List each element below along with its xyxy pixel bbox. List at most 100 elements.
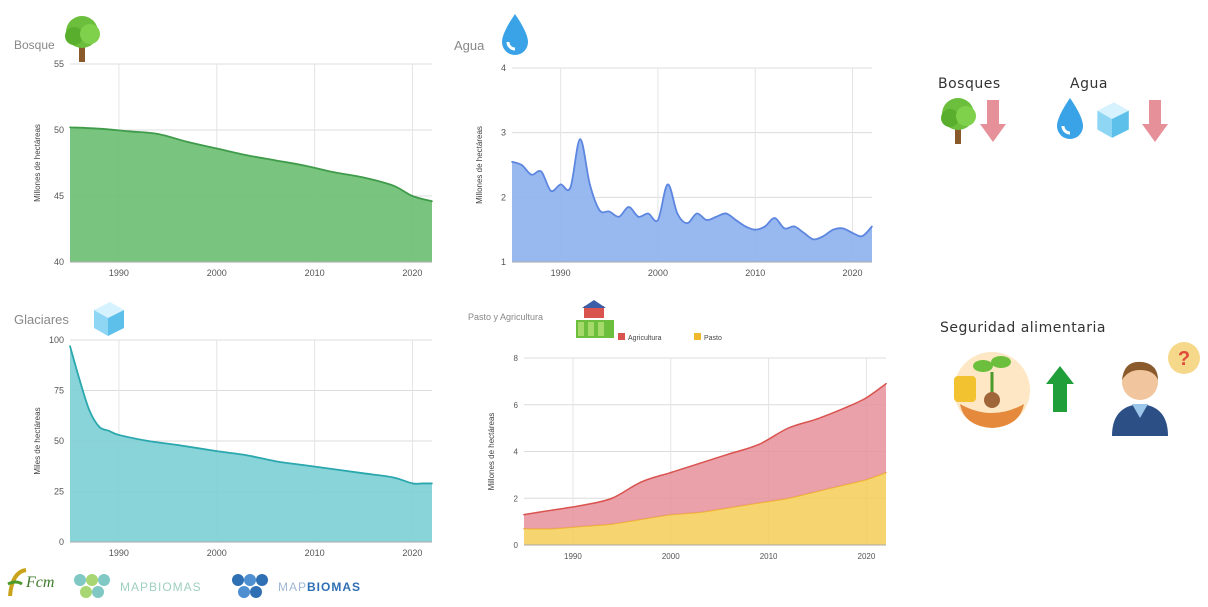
data-point [666,183,669,186]
data-point [569,186,572,189]
y-axis-label: Miles de hectáreas [33,407,42,474]
data-point [699,462,701,464]
x-tick-label: 2010 [305,548,325,558]
data-point [530,173,533,176]
x-tick-label: 2000 [662,552,680,561]
x-tick-label: 2000 [648,268,668,278]
y-tick-label: 75 [54,386,64,396]
y-tick-label: 2 [501,192,506,202]
data-point [431,482,433,485]
data-point [608,210,611,213]
data-point [822,235,825,237]
area-line [69,126,433,203]
data-point [754,228,757,231]
x-tick-label: 2010 [760,552,778,561]
data-point [304,464,306,467]
ice-cube-icon [88,298,128,343]
data-point [559,183,562,186]
panel-pasto-agricultura: Pasto y Agricultura 0 2 4 6 8 1990 2000 2010 202… [450,290,900,570]
data-point [846,406,848,408]
y-tick-label: 50 [54,436,64,446]
data-point [333,171,335,174]
area-series-pasto [524,472,886,545]
data-point [215,147,218,150]
fcm-logo-text: Fcm [26,574,55,591]
y-axis-label: Millones de hectáreas [487,413,496,491]
chart-bosque: 40 45 50 55 1990 2000 2010 2020 Millones de hect… [33,59,433,278]
data-point [245,454,247,456]
data-point [511,160,513,163]
data-point [832,228,834,231]
data-point [78,379,81,382]
data-point [816,417,819,420]
data-point [783,227,786,230]
legend-swatch [618,333,625,340]
chart-title-pasto-agricultura: Pasto y Agricultura [468,312,544,322]
mapbiomas-suffix: BIOMAS [307,580,362,594]
mapbiomas-logo-text: MAPBIOMAS [120,580,202,594]
y-tick-label: 45 [54,191,64,201]
tree-icon [62,12,102,69]
y-tick-label: 40 [54,257,64,267]
data-point [803,232,805,234]
arrow-down-icon [978,98,1008,151]
data-point [696,212,698,215]
mapbiomas-logo-text-2: MAPBIOMAS [278,580,361,594]
chart-pasto-agricultura: 0 2 4 6 8 1990 2000 2010 2020 Millones de hectáre… [487,333,887,561]
data-point [127,130,130,133]
data-point [274,159,277,162]
tree-icon [938,94,978,151]
chart-title-agua: Agua [454,38,485,53]
data-point [734,219,737,221]
x-tick-label: 2020 [843,268,863,278]
area-series-agricultura [524,383,886,529]
panel-bosque: Bosque 40 45 50 55 1990 2000 2010 2020 Millones … [0,0,440,290]
y-tick-label: 2 [514,494,519,503]
ice-cube-icon [1090,98,1134,145]
data-point [69,345,71,347]
data-point [773,217,776,219]
data-point [611,497,613,500]
data-point [885,382,887,385]
data-point [411,195,414,197]
data-point [274,460,277,462]
data-point [304,164,306,167]
data-point [215,450,218,452]
data-point [812,238,815,241]
x-tick-label: 2020 [402,268,422,278]
x-tick-label: 2000 [207,268,227,278]
x-tick-label: 2010 [745,268,765,278]
x-tick-label: 2020 [858,552,876,561]
legend-swatch [694,333,701,340]
y-tick-label: 50 [54,125,64,135]
data-point [579,138,581,140]
y-tick-label: 1 [501,257,506,267]
y-tick-label: 100 [49,335,64,345]
x-tick-label: 1990 [564,552,582,561]
water-drop-icon [500,12,530,61]
data-point [552,509,555,511]
data-point [411,482,414,485]
data-point [431,200,433,203]
data-point [392,476,394,479]
data-point [744,225,747,228]
data-point [540,170,542,173]
data-point [88,409,91,412]
data-point [523,513,525,516]
x-tick-label: 1990 [109,268,129,278]
data-point [98,127,101,130]
data-point [686,222,688,224]
label-seguridad-alimentaria: Seguridad alimentaria [940,320,1106,336]
panel-agua: Agua 1 2 3 4 1990 2000 2010 2020 Millones de hec… [440,0,880,290]
data-point [647,212,650,215]
mapbiomas-logo-mark [72,572,110,607]
person-question-icon: ? [1104,340,1204,445]
y-tick-label: 0 [59,537,64,547]
area-fill [70,127,432,262]
data-point [657,219,659,221]
data-point [245,154,247,156]
y-axis-label: Millones de hectáreas [475,126,484,204]
area-line [69,345,432,485]
chart-glaciares: 0 25 50 75 100 1990 2000 2010 2020 Miles de hectá… [33,335,433,558]
data-point [520,164,523,166]
